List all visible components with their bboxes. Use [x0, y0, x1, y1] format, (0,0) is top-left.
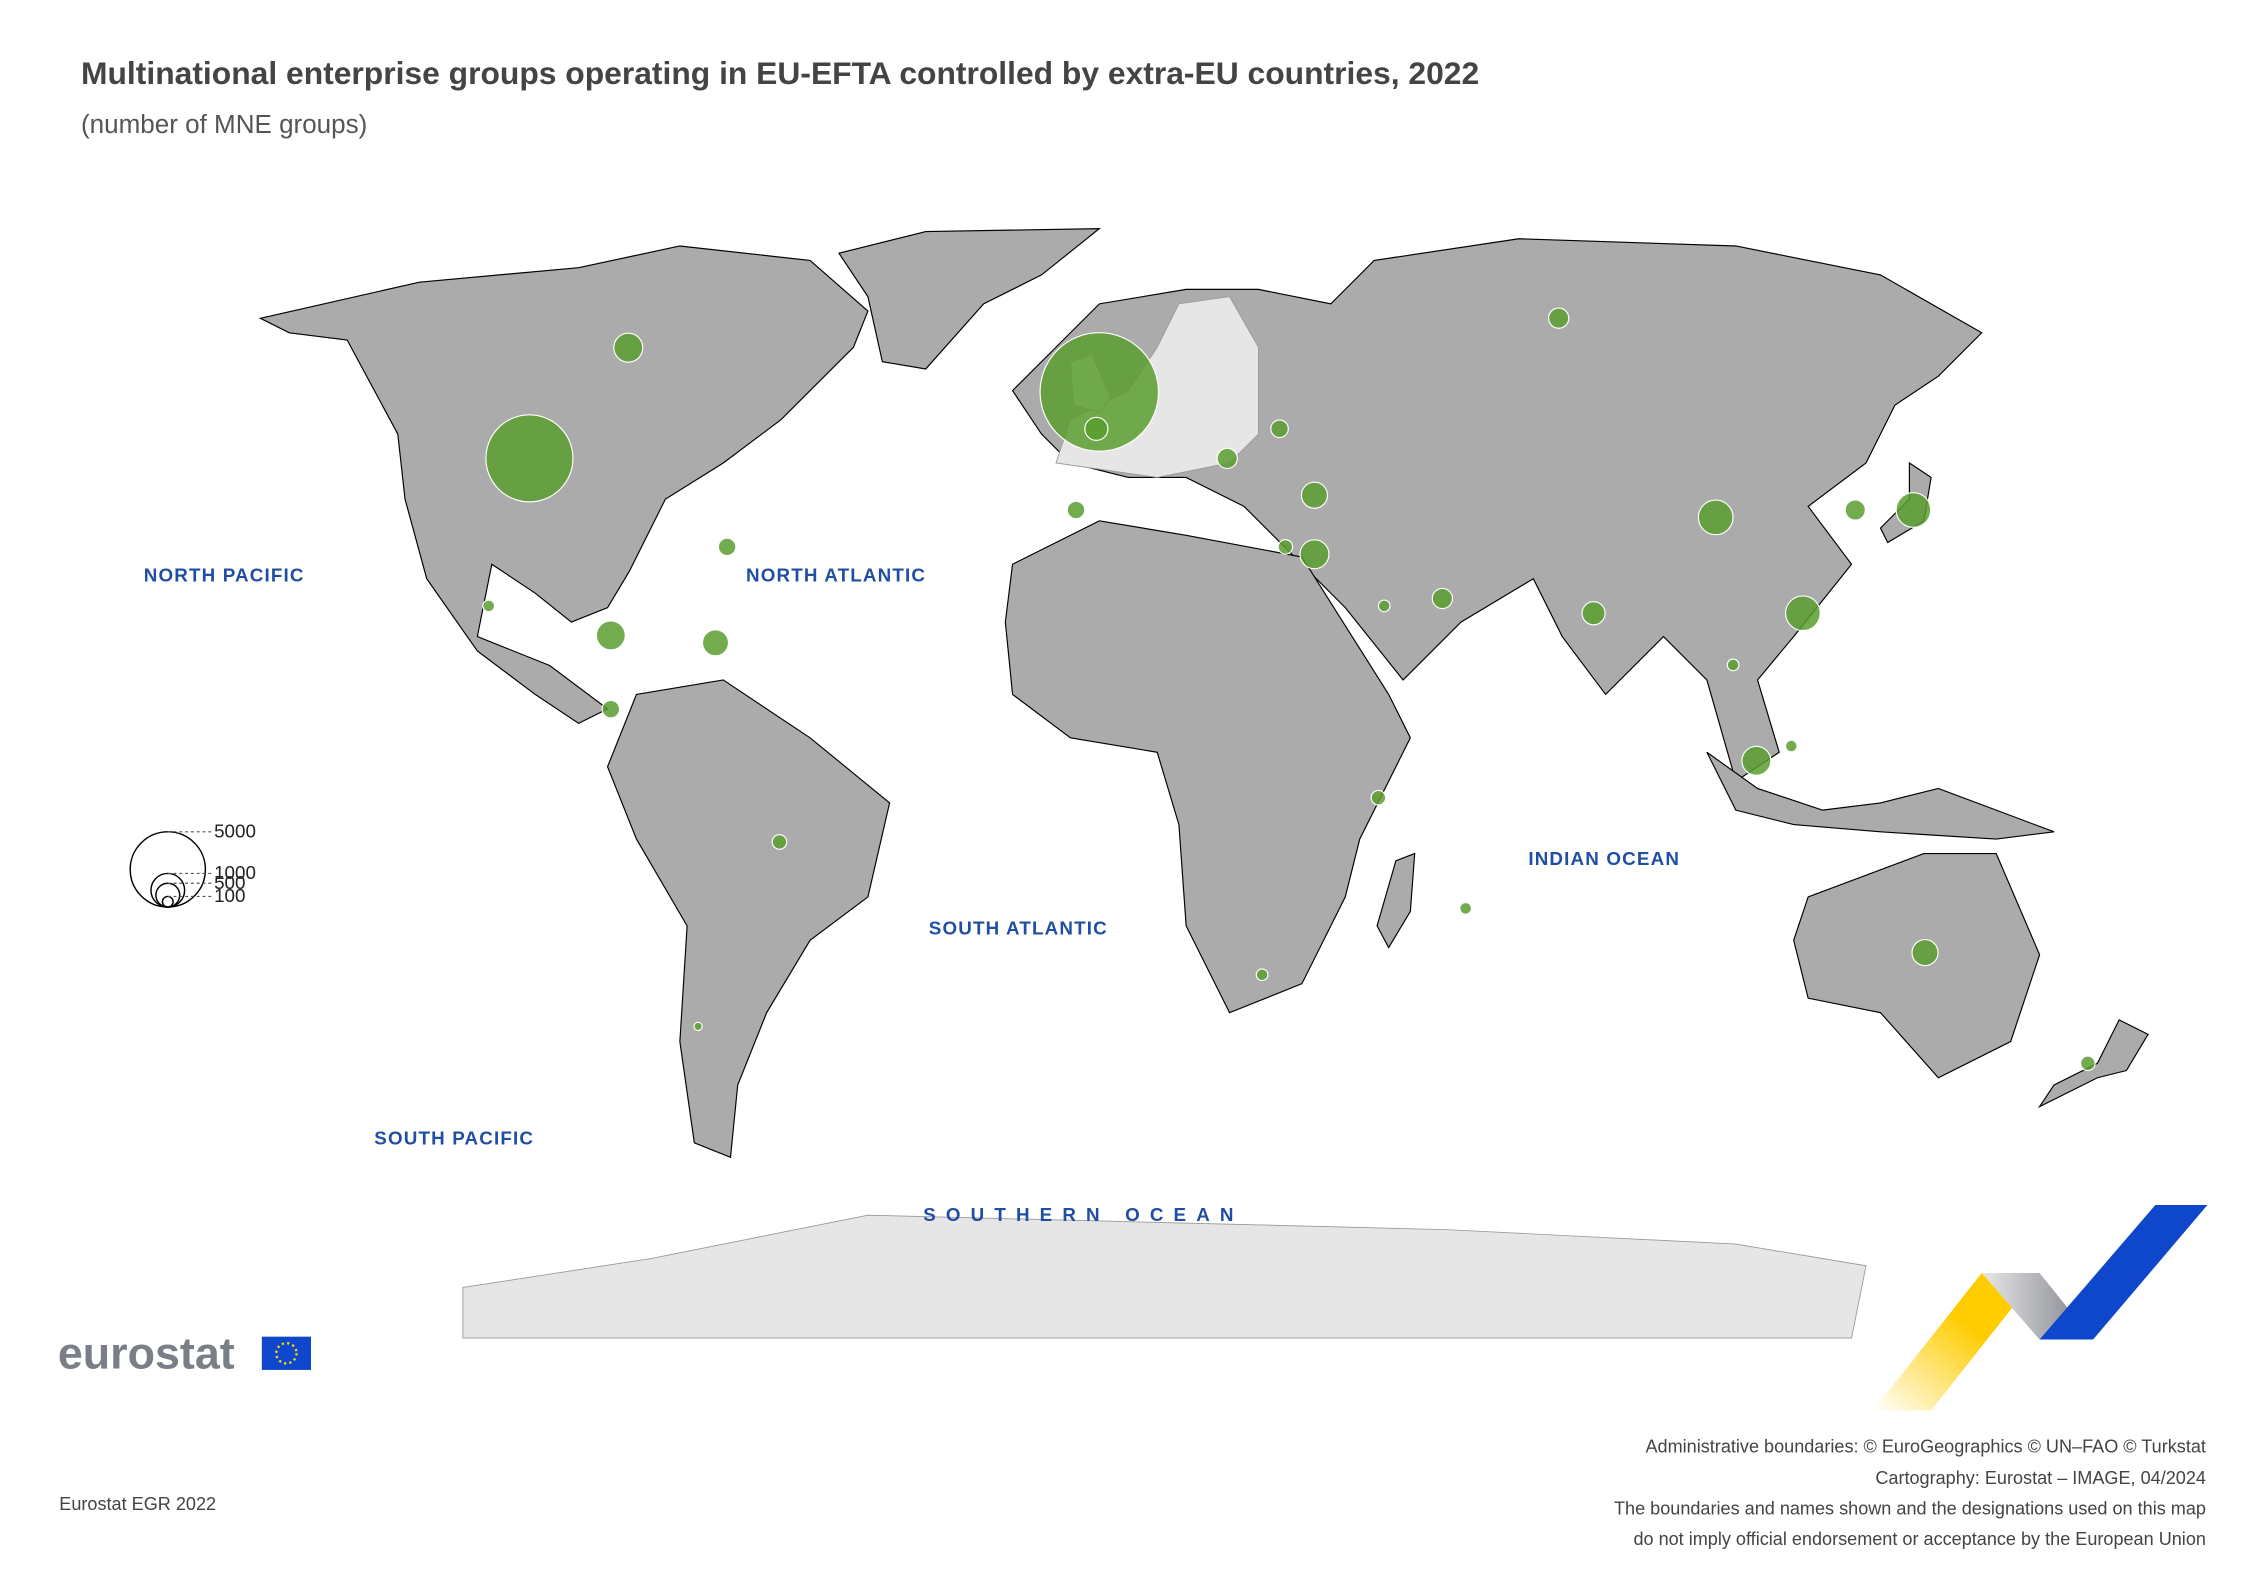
- ocean-label: INDIAN OCEAN: [1528, 848, 1680, 869]
- legend-label: 1000: [214, 862, 256, 883]
- bubble: [1277, 539, 1294, 555]
- indonesia: [1706, 751, 2055, 840]
- bubble: [1300, 481, 1329, 509]
- ocean-label: SOUTH PACIFIC: [374, 1127, 534, 1148]
- title: Multinational enterprise groups operatin…: [81, 55, 1479, 91]
- bubble: [1299, 539, 1330, 570]
- bubble: [1431, 587, 1454, 610]
- credit-line: The boundaries and names shown and the d…: [1614, 1499, 2206, 1519]
- bubble: [1066, 500, 1086, 520]
- eu-flag: [261, 1336, 312, 1370]
- bubble: [1784, 739, 1798, 753]
- source-note: Eurostat EGR 2022: [59, 1494, 216, 1514]
- ocean-label: SOUTH ATLANTIC: [929, 918, 1108, 939]
- antarctica: [462, 1214, 1867, 1339]
- bubble: [1377, 599, 1391, 613]
- ocean-labels: NORTH PACIFIC NORTH ATLANTIC SOUTH PACIF…: [144, 565, 1680, 1225]
- land-masses: [258, 228, 2149, 1339]
- bubble-layer: [482, 307, 2096, 1072]
- bubble: [717, 537, 737, 557]
- bubble: [1370, 789, 1387, 806]
- bubble: [1039, 332, 1160, 452]
- bubble: [1548, 307, 1570, 329]
- logo-text: eurostat: [58, 1327, 235, 1378]
- credit-line: Administrative boundaries: © EuroGeograp…: [1645, 1436, 2205, 1456]
- bubble: [485, 414, 574, 503]
- bubble: [2080, 1055, 2096, 1072]
- africa: [1004, 520, 1412, 1014]
- bubble: [601, 699, 621, 719]
- ribbon-yellow: [1873, 1273, 2040, 1411]
- greenland: [838, 228, 1102, 370]
- bubble: [1255, 968, 1269, 982]
- legend-label: 500: [214, 872, 245, 893]
- bubble: [482, 599, 496, 613]
- bubble: [1084, 416, 1109, 441]
- legend-label: 5000: [214, 821, 256, 842]
- bubble: [1726, 658, 1740, 672]
- credit-line: do not imply official endorsement or acc…: [1633, 1529, 2206, 1549]
- bubble: [771, 834, 788, 850]
- madagascar: [1376, 852, 1416, 949]
- bubble: [693, 1021, 703, 1032]
- bubble: [595, 620, 626, 651]
- bubble: [1581, 601, 1606, 626]
- credit-line: Cartography: Eurostat – IMAGE, 04/2024: [1875, 1468, 2206, 1488]
- bubble: [1895, 492, 1932, 528]
- bubble: [613, 332, 644, 363]
- bubble: [1844, 499, 1866, 521]
- bubble: [1785, 595, 1821, 632]
- south-america: [606, 679, 891, 1159]
- legend-label: 100: [214, 885, 245, 906]
- bubble: [701, 629, 730, 657]
- bubble: [1459, 901, 1473, 915]
- ribbon-logo: [1873, 1205, 2208, 1411]
- bubble: [1270, 419, 1289, 439]
- eu-stars: [275, 1342, 298, 1365]
- ocean-label: NORTH ATLANTIC: [746, 565, 926, 586]
- ocean-label: SOUTHERN OCEAN: [923, 1204, 1243, 1225]
- eurostat-logo: eurostat: [58, 1327, 312, 1378]
- australia: [1793, 852, 2041, 1079]
- bubble: [1697, 499, 1734, 536]
- bubble: [1741, 745, 1772, 776]
- footer: Eurostat EGR 2022 Administrative boundar…: [59, 1436, 2206, 1549]
- subtitle: (number of MNE groups): [81, 109, 367, 139]
- ribbon-blue: [2039, 1205, 2208, 1340]
- ocean-label: NORTH PACIFIC: [144, 565, 305, 586]
- bubble: [1216, 447, 1238, 470]
- bubble: [1911, 939, 1939, 967]
